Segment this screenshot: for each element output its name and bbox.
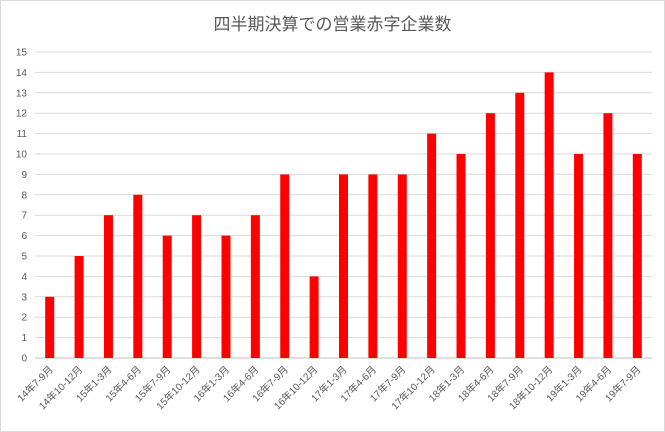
bar: [397, 174, 407, 358]
bars: [45, 72, 642, 359]
y-tick-label: 11: [17, 129, 28, 140]
bar: [544, 72, 554, 359]
bar: [280, 174, 290, 358]
bar: [485, 113, 495, 358]
y-tick-label: 3: [21, 292, 27, 303]
y-tick-label: 6: [21, 231, 27, 242]
bar: [574, 154, 584, 358]
y-tick-label: 1: [21, 333, 27, 344]
y-tick-label: 10: [16, 150, 28, 161]
y-tick-label: 15: [16, 48, 28, 59]
y-tick-label: 7: [21, 211, 27, 222]
y-tick-label: 12: [16, 109, 28, 120]
y-tick-label: 14: [16, 68, 28, 79]
y-tick-label: 0: [21, 354, 27, 365]
bar: [133, 194, 143, 358]
bar: [45, 296, 55, 358]
y-tick-label: 2: [21, 313, 27, 324]
bar: [192, 215, 202, 358]
y-tick-label: 5: [21, 252, 27, 263]
bar: [603, 113, 613, 358]
bar: [221, 235, 231, 358]
y-tick-label: 8: [21, 190, 27, 201]
bar: [632, 154, 642, 358]
bar: [515, 92, 525, 359]
y-tick-label: 9: [21, 170, 27, 181]
y-tick-label: 4: [21, 272, 27, 283]
bar: [456, 154, 466, 358]
y-tick-label: 13: [16, 88, 28, 99]
chart-title: 四半期決算での営業赤字企業数: [213, 15, 452, 35]
x-axis-ticks: 14年7-9月14年10-12月15年1-3月15年4-6月15年7-9月15年…: [14, 363, 643, 412]
bar: [250, 215, 260, 358]
bar: [339, 174, 348, 358]
bar: [427, 133, 437, 358]
bar: [74, 256, 84, 358]
bar: [309, 276, 319, 358]
bar: [103, 215, 113, 358]
bar: [368, 174, 378, 358]
bar: [162, 235, 172, 358]
